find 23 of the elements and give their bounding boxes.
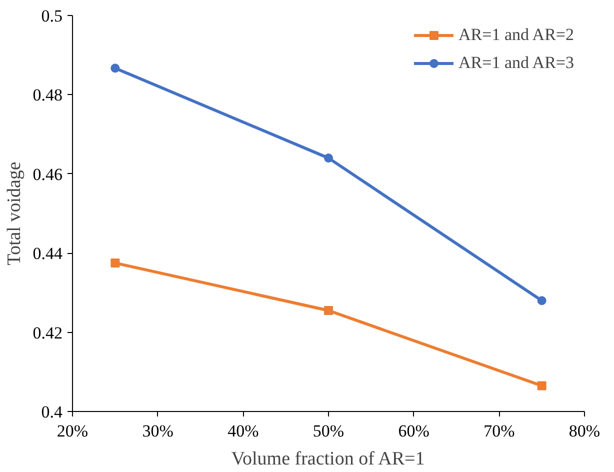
y-tick-label: 0.4: [41, 402, 63, 422]
y-tick-label: 0.44: [32, 244, 63, 264]
x-tick-label: 40%: [228, 422, 259, 440]
x-tick-label: 80%: [568, 422, 600, 440]
x-tick-label: 70%: [484, 422, 515, 440]
x-axis-title: Volume fraction of AR=1: [231, 448, 425, 470]
point: [324, 154, 333, 163]
x-tick-label: 30%: [142, 422, 174, 440]
point: [110, 64, 120, 73]
point: [324, 306, 333, 316]
y-tick-label: 0.42: [32, 323, 62, 342]
x-tick-label: 60%: [398, 422, 430, 440]
point: [537, 381, 546, 390]
point: [110, 258, 120, 268]
y-tick-label: 0.48: [32, 86, 62, 105]
y-axis-title: Total voidage: [4, 162, 25, 266]
point: [537, 296, 546, 306]
y-tick-label: 0.5: [41, 6, 62, 26]
y-tick-label: 0.46: [32, 164, 62, 184]
legend-label: AR=1 and AR=3: [458, 53, 574, 73]
x-tick-label: 50%: [312, 422, 344, 440]
legend-label: AR=1 and AR=2: [458, 25, 574, 45]
x-tick-label: 20%: [56, 422, 88, 440]
